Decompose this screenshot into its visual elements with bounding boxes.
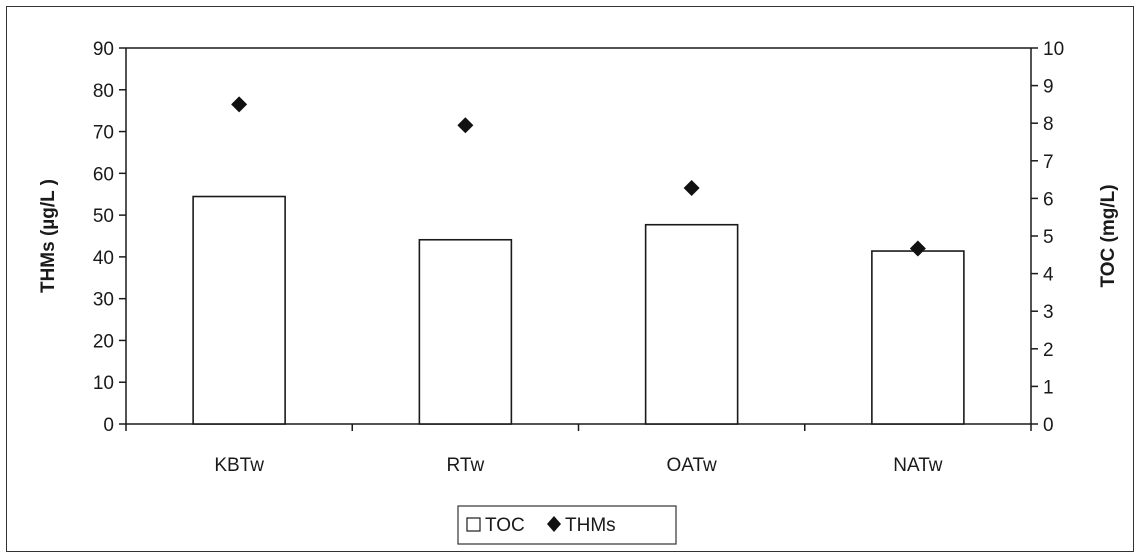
toc-bar xyxy=(871,250,965,425)
thms-marker xyxy=(683,179,700,196)
x-tick-label: KBTw xyxy=(214,455,264,476)
y-tick-label-right: 10 xyxy=(1043,39,1064,60)
y-tick-label-left: 40 xyxy=(93,248,114,269)
legend-toc-swatch xyxy=(466,517,481,532)
y-tick-label-right: 1 xyxy=(1043,377,1054,398)
x-tick-label: NATw xyxy=(893,455,943,476)
markers xyxy=(231,96,926,257)
y-tick-label-right: 8 xyxy=(1043,114,1054,135)
y-tick-label-left: 80 xyxy=(93,81,114,102)
legend-thms-label: THMs xyxy=(565,515,616,536)
y-axis-title-right: TOC (mg/L) xyxy=(1098,184,1119,287)
x-tick-label: RTw xyxy=(447,455,485,476)
labels: 0 10 20 30 40 50 60 70 80 90 0 1 2 3 4 5 6 7 8 9 10 KBTw RTw OA… xyxy=(93,39,1064,476)
y-tick-label-left: 10 xyxy=(93,373,114,394)
toc-bar xyxy=(644,223,739,425)
thms-marker xyxy=(457,117,474,134)
legend: TOC THMs xyxy=(457,505,677,545)
y-tick-label-left: 30 xyxy=(93,290,114,311)
y-tick-label-right: 4 xyxy=(1043,265,1054,286)
thms-marker xyxy=(231,96,248,113)
y-tick-label-left: 0 xyxy=(103,415,114,436)
thms-marker xyxy=(909,240,926,257)
y-tick-label-right: 9 xyxy=(1043,77,1054,98)
y-tick-label-right: 0 xyxy=(1043,415,1054,436)
y-tick-label-left: 60 xyxy=(93,164,114,185)
toc-bar xyxy=(418,238,513,425)
y-axis-title-left: THMs (µg/L ) xyxy=(38,179,59,293)
y-tick-label-right: 7 xyxy=(1043,152,1054,173)
y-tick-label-right: 3 xyxy=(1043,302,1054,323)
legend-thms-swatch xyxy=(547,516,561,532)
y-tick-label-right: 6 xyxy=(1043,189,1054,210)
x-tick-label: OATw xyxy=(666,455,717,476)
legend-toc-label: TOC xyxy=(485,515,525,536)
y-tick-label-right: 2 xyxy=(1043,340,1054,361)
y-tick-label-right: 5 xyxy=(1043,227,1054,248)
legend-box xyxy=(457,505,677,545)
toc-bar xyxy=(192,195,286,425)
bars xyxy=(192,195,965,425)
y-tick-label-left: 70 xyxy=(93,123,114,144)
y-tick-label-left: 90 xyxy=(93,39,114,60)
y-tick-label-left: 20 xyxy=(93,331,114,352)
y-tick-label-left: 50 xyxy=(93,206,114,227)
